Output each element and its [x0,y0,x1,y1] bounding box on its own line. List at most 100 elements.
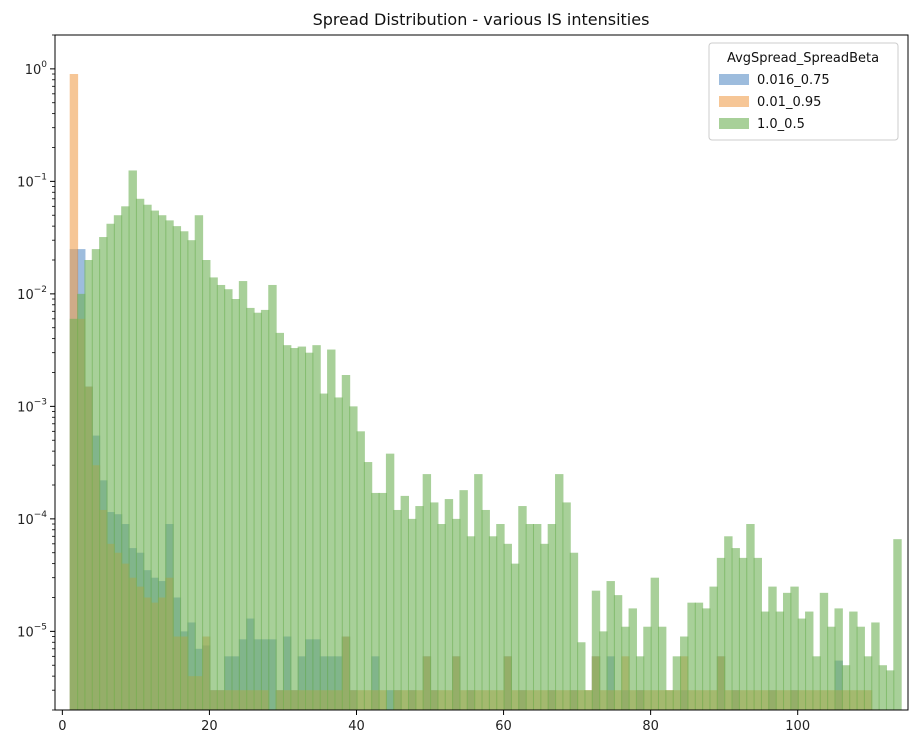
x-tick-label: 0 [58,719,66,734]
legend-label: 0.016_0.75 [757,73,830,88]
bar [371,492,380,710]
y-tick-label: 10−2 [17,285,47,303]
bar [224,289,233,710]
bar [349,406,358,710]
bar [481,509,490,710]
bar [334,397,343,710]
bar [422,474,432,710]
legend-entries: 0.016_0.75 0.01_0.95 1.0_0.5 [719,73,830,132]
bar [613,595,623,710]
bar [878,665,887,710]
bar [128,170,137,710]
legend-box [708,42,899,141]
bar [172,226,182,710]
bar [760,611,770,710]
bar [768,586,777,710]
legend-swatch [719,74,749,85]
bar [569,552,579,710]
bar [856,626,865,710]
bar [290,348,299,710]
bar [378,492,387,710]
bar [731,548,740,710]
bar [746,524,755,710]
bar [716,557,726,710]
bar [356,431,365,710]
legend-title: AvgSpread_SpreadBeta [727,51,879,66]
bar [135,198,145,711]
bar [510,563,520,710]
bar [437,524,446,710]
bar [547,524,557,710]
bar [849,611,858,710]
bar [591,590,601,710]
bar [69,318,79,710]
bar [415,506,424,710]
bar [268,284,277,710]
bar [672,656,682,710]
x-tick-label: 60 [495,719,512,734]
bar [202,260,211,710]
bar [621,626,630,710]
legend-swatch [719,118,749,129]
bar [143,204,152,710]
bar [77,293,86,710]
bar [488,536,498,710]
bar [782,592,792,710]
bar [194,215,204,711]
bar [577,642,586,710]
bar [702,608,711,710]
bar [238,281,248,710]
bar [341,375,351,710]
bar [885,670,895,710]
bar [665,690,674,710]
bar [260,309,270,710]
bar [121,206,130,710]
bar [738,557,748,710]
bar [562,502,571,710]
bar [687,602,696,710]
bar [407,518,417,710]
bar [628,608,637,710]
x-tick-label: 20 [201,719,218,734]
bar [393,509,402,710]
bar [680,636,689,710]
bar [165,220,174,710]
bar [599,631,608,710]
bar [694,602,704,710]
bar [724,536,733,710]
bar [91,249,101,710]
bar [709,586,718,710]
y-axis: 100 10−1 10−2 10−3 10−4 10−5 [17,34,55,711]
bar [525,524,535,710]
bar [385,453,395,710]
bar [827,626,836,710]
bar [106,223,115,710]
bar [775,611,785,710]
bar [532,524,542,710]
bar [555,474,564,710]
bar [180,231,189,710]
bar [812,656,821,710]
x-tick-label: 80 [642,719,659,734]
bar [635,656,645,710]
bar [187,240,196,710]
bar [893,539,902,710]
bar [584,690,593,710]
bar [459,490,468,710]
bar [871,622,880,710]
y-tick-label: 10−5 [17,622,47,640]
bar [253,312,262,710]
y-tick-label: 10−1 [17,172,47,190]
bar [466,536,476,710]
bar [84,260,93,710]
bar [430,502,439,710]
bar [657,626,667,710]
bar [797,618,807,710]
bars-layer [69,74,902,711]
bar [540,543,549,710]
bar [209,277,218,710]
bar [157,215,167,711]
bar [319,393,329,710]
bar [297,346,307,710]
